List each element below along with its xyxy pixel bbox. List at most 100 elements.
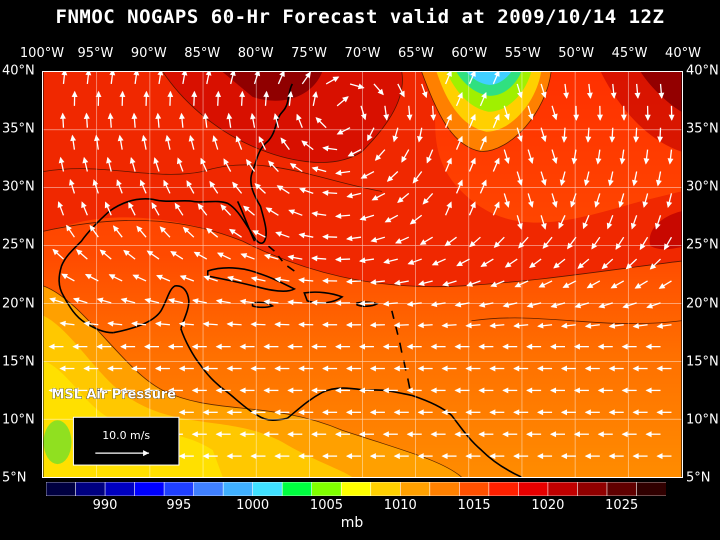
wind-vector-head (536, 453, 544, 460)
wind-vector-head (582, 222, 589, 230)
wind-vector-head (607, 179, 614, 187)
wind-vector-head (311, 255, 318, 262)
wind-vector-head (618, 201, 625, 208)
wind-vector-head (465, 409, 472, 416)
wind-vector-head (494, 157, 500, 165)
wind-vector-head (430, 301, 438, 308)
wind-vector-head (263, 431, 270, 438)
wind-vector-head (478, 431, 485, 438)
longitude-label: 75°W (291, 46, 328, 61)
wind-vector-head (216, 252, 224, 258)
wind-vector-head (165, 134, 171, 142)
wind-vector-head (658, 283, 666, 289)
wind-vector-head (109, 72, 116, 76)
wind-vector-head (538, 282, 546, 288)
wind-vector-head (311, 343, 318, 350)
wind-vector-head (540, 135, 547, 143)
wind-vector-head (58, 156, 65, 164)
wind-vector-head (359, 215, 367, 221)
wind-vector-head (454, 343, 461, 350)
longitude-label: 65°W (397, 46, 434, 61)
wind-vector-head (334, 300, 342, 306)
wind-vector-head (430, 387, 437, 394)
wind-vector-head (542, 242, 549, 249)
wind-vector-head (446, 72, 452, 77)
longitude-label: 100°W (19, 46, 65, 61)
wind-vector-head (478, 343, 485, 350)
wind-vector-head (212, 135, 218, 142)
wind-vector-head (597, 343, 604, 350)
wind-vector-head (517, 135, 523, 143)
wind-vector-head (141, 134, 148, 142)
wind-vector-head (480, 261, 488, 267)
wind-vector-head (246, 159, 252, 166)
wind-vector-head (573, 343, 580, 350)
wind-vector-head (72, 343, 79, 350)
wind-vector-head (119, 90, 126, 98)
wind-vector-head (358, 387, 365, 394)
wind-vector-head (608, 453, 615, 460)
wind-vector-head (263, 90, 270, 98)
wind-vector-head (311, 210, 318, 217)
wind-vector-head (526, 431, 533, 438)
wind-vector-head (263, 343, 270, 350)
wind-vector-head (412, 176, 419, 184)
wind-vector-head (586, 282, 594, 289)
wind-vector-head (335, 169, 342, 176)
wind-vector-head (622, 302, 630, 309)
latitude-label: 40°N (2, 63, 35, 79)
wind-vector-head (631, 179, 638, 187)
wind-vector-head (561, 136, 568, 143)
colorbar-swatch (370, 482, 402, 496)
wind-vector-head (232, 181, 239, 189)
wind-vector-head (358, 300, 366, 307)
wind-vector-head (430, 431, 437, 438)
wind-vector-head (81, 201, 87, 209)
wind-vector-head (470, 201, 476, 209)
wind-vector-head (549, 387, 557, 394)
latitude-label: 5°N (2, 470, 27, 486)
wind-vector-head (563, 92, 570, 99)
wind-vector-head (92, 179, 99, 186)
wind-vector-head (369, 409, 376, 416)
wind-vector-head (540, 179, 547, 186)
wind-vector-head (57, 201, 64, 208)
wind-vector-head (394, 238, 402, 244)
colorbar-unit: mb (340, 515, 364, 531)
wind-vector-head (645, 387, 652, 394)
wind-vector-head (193, 251, 201, 258)
wind-vector-head (82, 156, 89, 164)
wind-vector-head (478, 301, 486, 308)
wind-vector-head (84, 273, 92, 280)
wind-vector-head (421, 91, 428, 99)
wind-vector-head (129, 156, 136, 164)
wind-vector-head (560, 453, 567, 460)
wind-vector-head (123, 249, 130, 257)
wind-vector-head (632, 453, 639, 460)
wind-vector-head (155, 112, 162, 120)
wind-vector-head (274, 453, 281, 460)
wind-vector-head (203, 275, 211, 281)
wind-vector-head (112, 225, 120, 232)
wind-vector-head (386, 175, 394, 182)
colorbar-swatch (281, 482, 313, 496)
wind-vector-head (537, 322, 544, 329)
longitude-label: 55°W (504, 46, 541, 61)
pressure-zone-1005 (43, 420, 72, 465)
wind-vector-head (513, 409, 520, 416)
wind-vector-head (526, 302, 534, 308)
wind-vector-head (649, 263, 657, 270)
wind-vector-head (619, 158, 626, 165)
wind-vector-head (61, 273, 68, 280)
wind-vector-head (200, 157, 206, 165)
wind-vector-head (551, 157, 558, 165)
wind-vector-head (239, 431, 246, 438)
wind-vector-head (287, 431, 294, 438)
wind-vector-head (504, 261, 512, 268)
colorbar-label: 1020 (531, 498, 565, 513)
wind-vector-head (128, 201, 134, 209)
longitude-label: 80°W (237, 46, 274, 61)
wind-vector-head (120, 387, 127, 394)
wind-vector-head (263, 387, 270, 394)
wind-vector-head (94, 134, 100, 142)
